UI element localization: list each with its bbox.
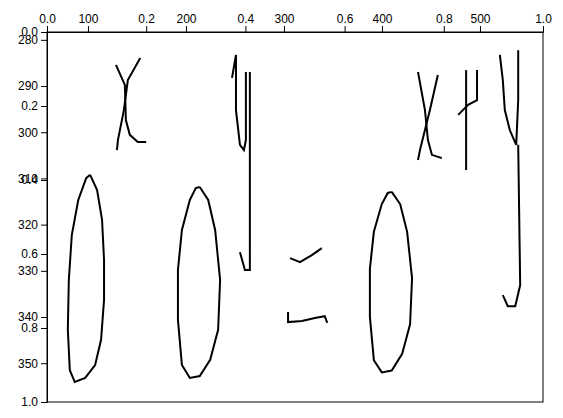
x-tick-mark: [245, 26, 246, 32]
x-tick-mark: [146, 26, 147, 32]
series-line: [68, 175, 104, 382]
x-tick-mark: [345, 26, 346, 32]
x-tick-mark: [543, 26, 544, 32]
x-tick: 0.0: [39, 12, 56, 32]
x-tick: 0.6: [337, 12, 354, 32]
x-axis: 0.0 0.2 0.4 0.6 0.8 1.0: [39, 12, 552, 33]
x-tick: 1.0: [535, 12, 552, 32]
y-tick-label: 0.2: [21, 99, 38, 113]
series-line: [370, 192, 412, 373]
series-line: [232, 55, 246, 150]
y-tick: 1.0: [21, 395, 47, 409]
y-axis-line: [47, 33, 48, 403]
y-tick-mark: [41, 86, 47, 87]
y-tick-mark: [41, 32, 47, 33]
x-tick: 0.4: [238, 12, 255, 32]
series-line: [117, 58, 140, 150]
y-tick: 320: [18, 218, 47, 232]
x-tick-mark: [47, 26, 48, 32]
plot-lines: [68, 50, 520, 382]
series-line: [418, 75, 438, 160]
y-tick-label: 290: [18, 79, 38, 93]
x-tick-label: 400: [372, 12, 392, 26]
x-tick-mark: [284, 26, 285, 32]
y-tick: 310: [18, 172, 47, 186]
y-tick-label: 330: [18, 264, 38, 278]
series-line: [500, 50, 518, 145]
y-axis-line: [47, 33, 48, 403]
plot-frame: [47, 32, 543, 402]
x-tick-label: 100: [78, 12, 98, 26]
y-tick: 330: [18, 264, 47, 278]
y-tick-label: 1.0: [21, 395, 38, 409]
y-tick: 350: [18, 357, 47, 371]
x-tick-label: 0.0: [39, 12, 56, 26]
y-tick-mark: [41, 271, 47, 272]
y-tick-label: 0.6: [21, 247, 38, 261]
y-tick: 290: [18, 79, 47, 93]
x-tick-label: 0.6: [337, 12, 354, 26]
x-tick-mark: [88, 26, 89, 32]
x-tick-mark: [480, 26, 481, 32]
y-tick-mark: [41, 225, 47, 226]
x-tick: 0.2: [138, 12, 155, 32]
x-tick-mark: [186, 26, 187, 32]
y-tick-mark: [41, 254, 47, 255]
x-tick-label: 0.2: [138, 12, 155, 26]
series-line: [290, 248, 322, 262]
series-line: [240, 72, 250, 270]
y-tick-mark: [41, 328, 47, 329]
y-tick-label: 310: [18, 172, 38, 186]
y-tick: 340: [18, 310, 47, 324]
y-tick: 0.6: [21, 247, 47, 261]
x-tick: 0.8: [436, 12, 453, 32]
x-tick-label: 0.8: [436, 12, 453, 26]
y-tick-label: 350: [18, 357, 38, 371]
x-tick: 500: [470, 12, 490, 32]
x-tick-label: 500: [470, 12, 490, 26]
x-axis-line: [48, 32, 544, 33]
series-line: [458, 70, 477, 115]
x-tick: 100: [78, 12, 98, 32]
x-tick: 200: [176, 12, 196, 32]
x-tick-mark: [382, 26, 383, 32]
y-tick-label: 300: [18, 126, 38, 140]
y-tick: 300: [18, 126, 47, 140]
x-tick: 300: [274, 12, 294, 32]
x-tick-mark: [444, 26, 445, 32]
y-tick-mark: [41, 317, 47, 318]
y-tick: 0.2: [21, 99, 47, 113]
y-tick-label: 280: [18, 33, 38, 47]
series-line: [465, 70, 467, 170]
y-tick-label: 340: [18, 310, 38, 324]
x-tick-label: 0.4: [238, 12, 255, 26]
y-tick-mark: [41, 40, 47, 41]
y-tick-mark: [41, 180, 47, 181]
y-tick-label: 320: [18, 218, 38, 232]
y-tick-mark: [41, 363, 47, 364]
y-tick-mark: [41, 132, 47, 133]
x-axis: 100 200 300 400 500: [48, 12, 544, 33]
x-tick-label: 300: [274, 12, 294, 26]
series-line: [178, 187, 220, 378]
series-line: [503, 145, 520, 306]
y-axis: 280 290 300 310 320 330 340 350: [18, 33, 48, 403]
x-tick-label: 200: [176, 12, 196, 26]
x-axis-line: [48, 32, 544, 33]
chart: 0.00.20.40.60.81.00.00.20.40.60.81.01002…: [0, 0, 563, 418]
y-tick: 280: [18, 33, 47, 47]
x-tick-label: 1.0: [535, 12, 552, 26]
series-line: [288, 312, 327, 323]
y-tick-mark: [41, 106, 47, 107]
y-tick-mark: [41, 402, 47, 403]
x-tick: 400: [372, 12, 392, 32]
y-tick-mark: [41, 178, 47, 179]
